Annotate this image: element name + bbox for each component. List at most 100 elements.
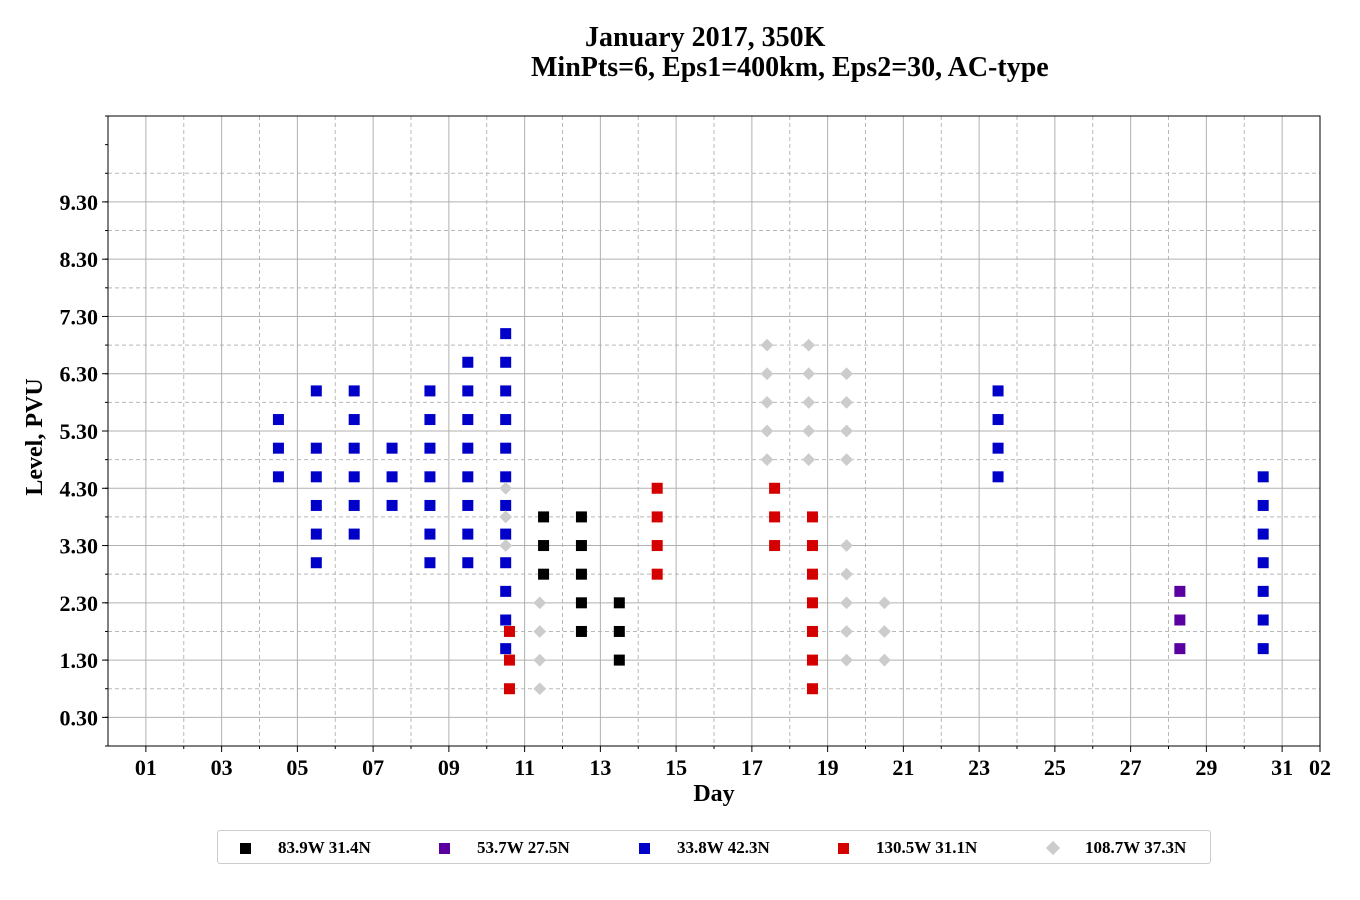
x-tick-label: 29 <box>1195 755 1217 780</box>
data-point <box>503 654 515 666</box>
data-point <box>538 540 550 552</box>
series-3 <box>503 482 818 695</box>
data-point <box>613 654 625 666</box>
x-tick-label: 05 <box>286 755 308 780</box>
data-point <box>424 414 436 426</box>
data-point <box>462 471 474 483</box>
y-tick-label: 6.30 <box>60 362 99 387</box>
data-point <box>500 585 512 597</box>
data-point <box>806 683 818 695</box>
x-axis-label: Day <box>693 781 734 807</box>
data-point <box>500 643 512 655</box>
data-point <box>613 625 625 637</box>
data-point <box>424 557 436 569</box>
x-tick-label: 03 <box>211 755 233 780</box>
data-point <box>992 471 1004 483</box>
y-tick-label: 7.30 <box>60 304 99 329</box>
data-point <box>272 414 284 426</box>
data-point <box>348 442 360 454</box>
data-point <box>1257 528 1269 540</box>
data-point <box>503 625 515 637</box>
data-point <box>1174 585 1186 597</box>
data-point <box>538 511 550 523</box>
x-tick-label: 23 <box>968 755 990 780</box>
grid <box>108 116 1320 746</box>
x-tick-label: 31 <box>1271 755 1293 780</box>
y-tick-label: 1.30 <box>60 648 99 673</box>
x-tick-label: 11 <box>514 755 535 780</box>
y-tick-label: 8.30 <box>60 247 99 272</box>
legend-marker <box>639 842 650 854</box>
data-point <box>424 471 436 483</box>
series-2 <box>272 328 1269 655</box>
series-1 <box>1174 585 1186 655</box>
x-tick-label: 15 <box>665 755 687 780</box>
data-point <box>503 683 515 695</box>
data-point <box>992 385 1004 397</box>
data-point <box>348 471 360 483</box>
legend-label: 130.5W 31.1N <box>876 838 978 857</box>
data-point <box>462 356 474 368</box>
data-point <box>424 385 436 397</box>
data-point <box>806 540 818 552</box>
data-point <box>462 414 474 426</box>
data-point <box>500 614 512 626</box>
data-point <box>462 499 474 511</box>
data-point <box>1257 557 1269 569</box>
data-point <box>500 528 512 540</box>
legend-item: 33.8W 42.3N <box>639 831 770 865</box>
data-point <box>500 499 512 511</box>
data-point <box>348 528 360 540</box>
data-point <box>462 385 474 397</box>
x-tick-label: 21 <box>892 755 914 780</box>
data-point <box>1257 643 1269 655</box>
data-point <box>806 568 818 580</box>
data-point <box>348 414 360 426</box>
data-point <box>806 654 818 666</box>
data-point <box>1257 499 1269 511</box>
legend-item: 53.7W 27.5N <box>439 831 570 865</box>
data-point <box>500 471 512 483</box>
data-point <box>651 568 663 580</box>
data-point <box>348 499 360 511</box>
data-point <box>806 625 818 637</box>
legend-marker <box>1045 840 1061 856</box>
data-point <box>499 481 513 495</box>
data-point <box>1257 471 1269 483</box>
legend-marker <box>838 842 849 854</box>
data-point <box>424 499 436 511</box>
data-point <box>272 471 284 483</box>
data-point <box>310 385 322 397</box>
data-point <box>651 511 663 523</box>
data-point <box>386 442 398 454</box>
data-point <box>1257 614 1269 626</box>
legend-marker <box>439 842 450 854</box>
data-point <box>500 414 512 426</box>
x-tick-label: 09 <box>438 755 460 780</box>
data-point <box>424 442 436 454</box>
legend-item: 130.5W 31.1N <box>838 831 977 865</box>
data-point <box>769 511 781 523</box>
data-point <box>575 597 587 609</box>
x-tick-label: 01 <box>135 755 157 780</box>
data-point <box>500 557 512 569</box>
chart-title: January 2017, 350K <box>585 22 826 53</box>
data-point <box>1174 643 1186 655</box>
x-tick-label: 07 <box>362 755 384 780</box>
y-tick-label: 4.30 <box>60 476 99 501</box>
x-tick-label: 19 <box>817 755 839 780</box>
data-point <box>310 471 322 483</box>
legend-label: 108.7W 37.3N <box>1085 838 1187 857</box>
legend-marker <box>240 842 251 854</box>
x-tick-label: 13 <box>589 755 611 780</box>
data-point <box>272 442 284 454</box>
data-point <box>310 557 322 569</box>
data-point <box>575 568 587 580</box>
y-tick-label: 5.30 <box>60 419 99 444</box>
data-point <box>424 528 436 540</box>
y-tick-label: 9.30 <box>60 190 99 215</box>
x-tick-label: 27 <box>1120 755 1142 780</box>
data-point <box>613 597 625 609</box>
data-point <box>1257 585 1269 597</box>
data-point <box>310 442 322 454</box>
